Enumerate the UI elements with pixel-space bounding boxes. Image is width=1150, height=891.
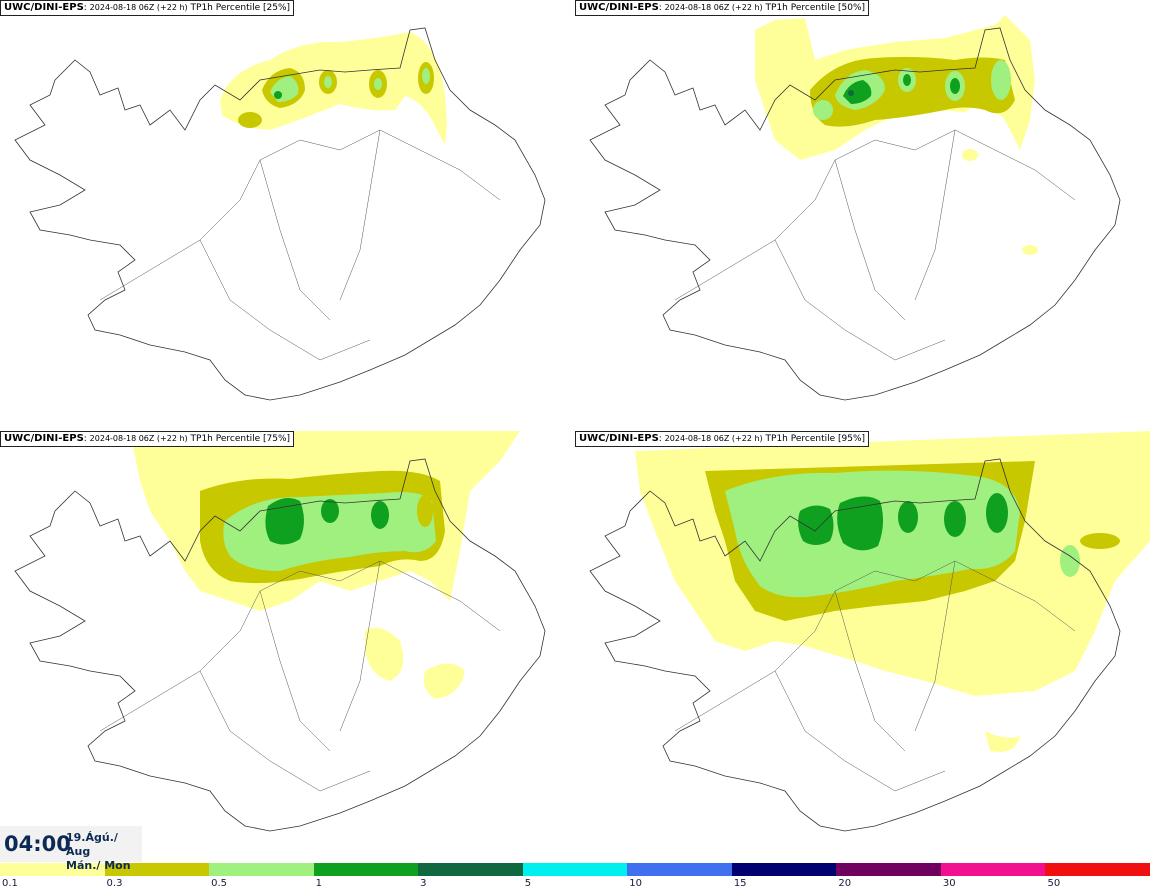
precip-field-p50 [755, 15, 1038, 255]
legend-label: 50 [1047, 878, 1061, 889]
legend-label: 30 [942, 878, 956, 889]
valid-time-date: 19.Ágú./ Aug Mán./ Mon [66, 831, 142, 873]
precip-field-p25 [220, 32, 447, 145]
legend-label: 0.3 [106, 878, 123, 889]
iceland-coastline-p75 [14, 458, 546, 832]
legend-swatch [0, 863, 106, 876]
panel-title-p50: UWC/DINI-EPS: 2024-08-18 06Z (+22 h) TP1… [575, 0, 870, 16]
legend-swatch [522, 863, 628, 876]
legend-label: 1 [315, 878, 322, 889]
legend-swatch [313, 863, 419, 876]
legend-swatch [1045, 863, 1150, 876]
precip-legend: 0.1 0.3 0.5 1 3 5 10 15 20 30 50 [0, 863, 1150, 891]
legend-swatch [940, 863, 1046, 876]
precip-field-p75 [130, 431, 520, 699]
iceland-coastline-p25 [14, 27, 546, 401]
legend-label: 20 [838, 878, 852, 889]
map-panel-p95: UWC/DINI-EPS: 2024-08-18 06Z (+22 h) TP1… [575, 431, 1150, 862]
valid-day-line: Mán./ Mon [66, 859, 131, 872]
panel-title-p75: UWC/DINI-EPS: 2024-08-18 06Z (+22 h) TP1… [0, 431, 295, 447]
map-p25 [14, 27, 546, 401]
legend-swatch [104, 863, 210, 876]
legend-swatch [209, 863, 315, 876]
valid-time-box: 04:00 19.Ágú./ Aug Mán./ Mon [0, 826, 142, 872]
legend-label: 3 [420, 878, 427, 889]
precip-field-p95 [635, 431, 1150, 752]
legend-swatch [731, 863, 837, 876]
legend-label: 10 [629, 878, 642, 889]
map-panel-p75: UWC/DINI-EPS: 2024-08-18 06Z (+22 h) TP1… [0, 431, 575, 862]
legend-swatch [418, 863, 524, 876]
map-panel-p25: UWC/DINI-EPS: 2024-08-18 06Z (+22 h) TP1… [0, 0, 575, 431]
legend-label: 0.5 [211, 878, 227, 889]
legend-label: 15 [733, 878, 747, 889]
road-network-p25 [99, 129, 501, 361]
legend-label: 5 [524, 878, 532, 889]
legend-label: 0.1 [2, 878, 18, 889]
map-p50 [589, 15, 1121, 401]
legend-swatch [836, 863, 942, 876]
road-network-p95 [674, 560, 1076, 792]
road-network-p50 [674, 129, 1076, 361]
iceland-coastline-p50 [589, 27, 1121, 401]
map-panel-p50: UWC/DINI-EPS: 2024-08-18 06Z (+22 h) TP1… [575, 0, 1150, 431]
valid-date-line: 19.Ágú./ Aug [66, 831, 118, 858]
road-network-p75 [99, 560, 501, 792]
panel-title-p25: UWC/DINI-EPS: 2024-08-18 06Z (+22 h) TP1… [0, 0, 295, 16]
map-p95 [589, 431, 1150, 832]
valid-time-clock: 04:00 [4, 832, 71, 856]
legend-swatch [627, 863, 733, 876]
map-p75 [14, 431, 546, 832]
panel-title-p95: UWC/DINI-EPS: 2024-08-18 06Z (+22 h) TP1… [575, 431, 870, 447]
iceland-coastline-p95 [589, 458, 1121, 832]
